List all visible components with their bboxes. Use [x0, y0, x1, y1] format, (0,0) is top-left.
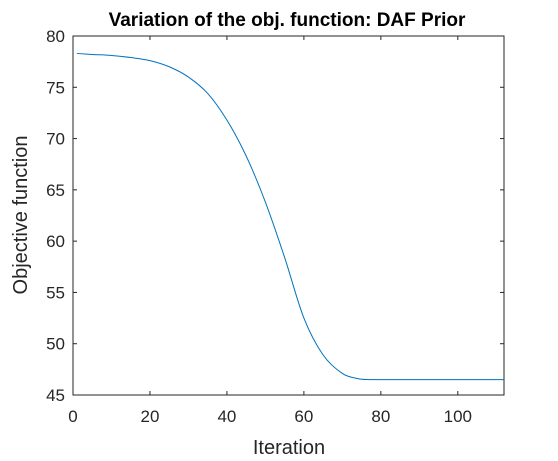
x-tick-label: 0 — [68, 407, 77, 426]
y-tick-label: 50 — [46, 335, 65, 354]
x-tick-label: 20 — [141, 407, 160, 426]
y-tick-label: 80 — [46, 27, 65, 46]
y-axis: 45 50 55 60 65 70 75 80 — [46, 27, 504, 405]
x-axis-label: Iteration — [253, 437, 325, 459]
y-axis-label: Objective function — [10, 136, 32, 295]
x-tick-label: 100 — [444, 407, 472, 426]
x-tick-label: 80 — [371, 407, 390, 426]
y-tick-label: 65 — [46, 181, 65, 200]
series-line — [76, 52, 504, 381]
y-tick-label: 60 — [46, 232, 65, 251]
y-tick-label: 75 — [46, 78, 65, 97]
x-tick-label: 40 — [217, 407, 236, 426]
y-tick-label: 55 — [46, 283, 65, 302]
chart-title: Variation of the obj. function: DAF Prio… — [109, 10, 466, 31]
y-tick-label: 45 — [46, 386, 65, 405]
x-tick-label: 60 — [294, 407, 313, 426]
y-tick-label: 70 — [46, 130, 65, 149]
plot-area — [72, 35, 505, 396]
x-axis: 0 20 40 60 80 100 — [68, 36, 472, 426]
